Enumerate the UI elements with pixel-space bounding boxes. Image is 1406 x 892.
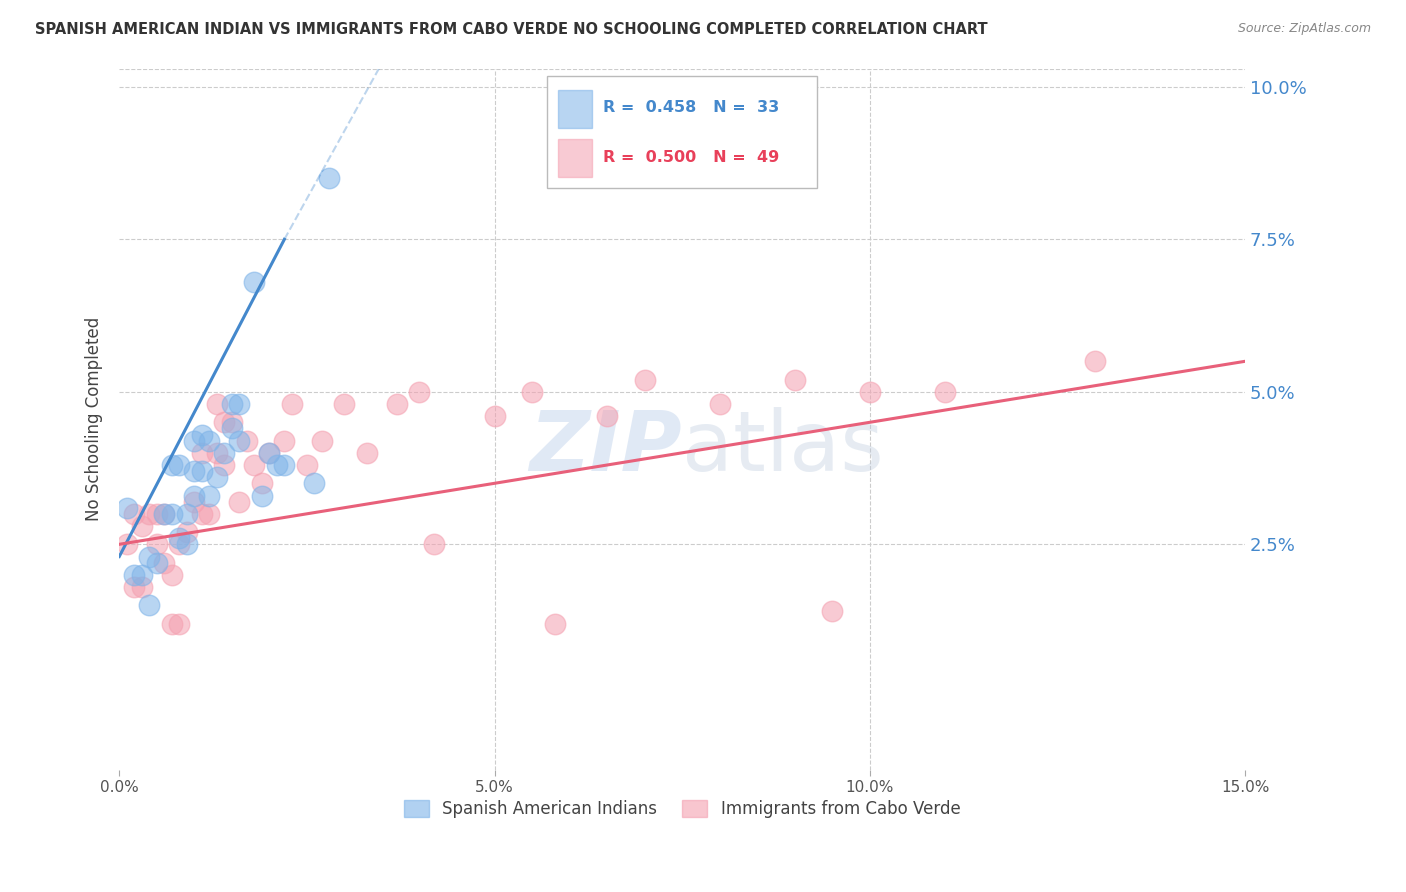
Point (153, 507, 176, 521)
Point (160, 507, 183, 521)
Point (160, 458, 183, 472)
Point (214, 446, 236, 460)
Point (934, 384, 956, 399)
Point (176, 525, 198, 540)
Text: R =  0.458   N =  33: R = 0.458 N = 33 (603, 100, 779, 114)
Point (138, 507, 160, 521)
Point (138, 549, 160, 564)
Point (183, 489, 205, 503)
Point (250, 489, 273, 503)
Point (131, 519, 153, 533)
FancyBboxPatch shape (558, 138, 592, 178)
Point (115, 500, 138, 515)
Point (169, 458, 191, 472)
Point (484, 409, 506, 424)
Point (115, 537, 138, 551)
Point (311, 434, 333, 448)
Point (160, 567, 183, 582)
Point (124, 567, 146, 582)
Point (191, 427, 214, 442)
Point (176, 507, 198, 521)
Point (1084, 354, 1107, 368)
Point (408, 384, 430, 399)
Point (153, 556, 176, 570)
Point (228, 397, 250, 411)
Point (243, 275, 266, 289)
FancyBboxPatch shape (558, 89, 592, 128)
Point (221, 415, 243, 429)
Point (176, 537, 198, 551)
Point (160, 616, 183, 631)
Text: Source: ZipAtlas.com: Source: ZipAtlas.com (1237, 22, 1371, 36)
Point (131, 567, 153, 582)
Point (153, 507, 176, 521)
Point (169, 537, 191, 551)
Text: SPANISH AMERICAN INDIAN VS IMMIGRANTS FROM CABO VERDE NO SCHOOLING COMPLETED COR: SPANISH AMERICAN INDIAN VS IMMIGRANTS FR… (35, 22, 988, 37)
Point (356, 446, 378, 460)
Point (709, 397, 731, 411)
Point (169, 531, 191, 545)
Point (520, 384, 543, 399)
Point (633, 373, 655, 387)
Point (191, 507, 214, 521)
Point (304, 476, 326, 491)
Text: atlas: atlas (682, 407, 884, 488)
Y-axis label: No Schooling Completed: No Schooling Completed (86, 318, 103, 522)
Point (183, 494, 205, 508)
Text: ZIP: ZIP (530, 407, 682, 488)
Point (198, 489, 221, 503)
Point (191, 446, 214, 460)
Text: R =  0.500   N =  49: R = 0.500 N = 49 (603, 150, 779, 165)
Point (138, 599, 160, 613)
Point (259, 446, 281, 460)
Point (131, 580, 153, 594)
Point (423, 537, 446, 551)
Point (783, 373, 806, 387)
Point (198, 507, 221, 521)
Point (183, 434, 205, 448)
Point (205, 470, 228, 484)
FancyBboxPatch shape (547, 76, 817, 188)
Point (169, 616, 191, 631)
Point (124, 580, 146, 594)
Point (236, 434, 259, 448)
Point (124, 507, 146, 521)
Point (214, 458, 236, 472)
Point (543, 616, 565, 631)
Point (243, 458, 266, 472)
Point (214, 415, 236, 429)
Point (281, 397, 304, 411)
Point (596, 409, 619, 424)
Point (146, 537, 169, 551)
Point (183, 464, 205, 478)
Point (859, 384, 882, 399)
Point (333, 397, 356, 411)
Point (266, 458, 288, 472)
Point (221, 421, 243, 435)
Legend: Spanish American Indians, Immigrants from Cabo Verde: Spanish American Indians, Immigrants fro… (398, 793, 967, 825)
Point (221, 397, 243, 411)
Point (205, 397, 228, 411)
Point (385, 397, 408, 411)
Point (146, 507, 169, 521)
Point (146, 556, 169, 570)
Point (198, 434, 221, 448)
Point (205, 446, 228, 460)
Point (228, 494, 250, 508)
Point (273, 458, 295, 472)
Point (273, 434, 295, 448)
Point (191, 464, 214, 478)
Point (259, 446, 281, 460)
Point (295, 458, 318, 472)
Point (318, 171, 340, 186)
Point (250, 476, 273, 491)
Point (228, 434, 250, 448)
Point (821, 604, 844, 618)
